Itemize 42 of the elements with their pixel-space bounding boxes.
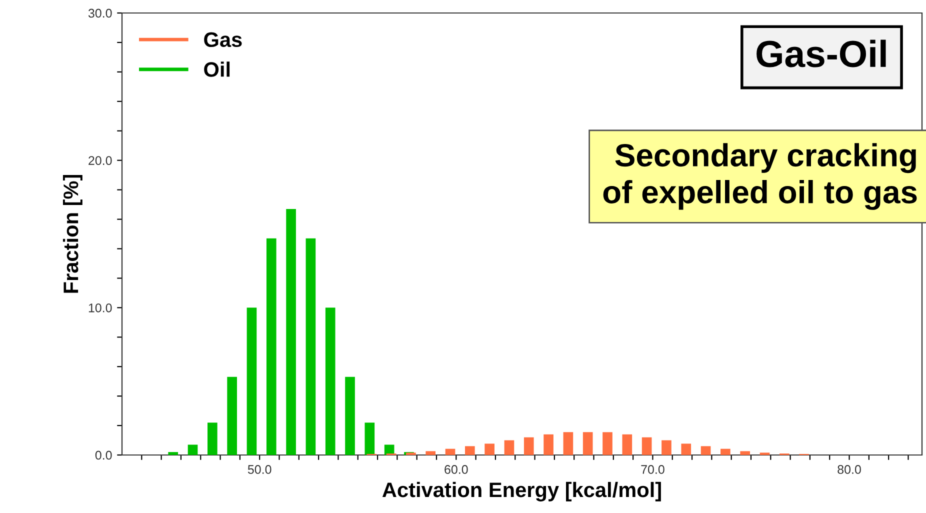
y-tick-label: 0.0 xyxy=(95,450,112,460)
bar xyxy=(700,446,711,455)
y-axis-title: Fraction [%] xyxy=(62,174,82,293)
bar xyxy=(168,452,178,455)
bar xyxy=(602,432,612,455)
bar xyxy=(524,437,534,455)
y-tick-label: 30.0 xyxy=(88,8,112,18)
bar xyxy=(426,451,436,455)
annotation: Secondary cracking of expelled oil to gas xyxy=(603,143,917,210)
annotation: Gas-Oil xyxy=(756,40,886,68)
bar xyxy=(227,376,237,455)
bar xyxy=(563,432,574,455)
bar xyxy=(484,444,494,455)
bar xyxy=(325,308,336,455)
x-tick-label: 60.0 xyxy=(444,465,468,474)
bar xyxy=(306,238,316,455)
legend-label: Oil xyxy=(204,62,230,77)
bar xyxy=(720,448,730,455)
bar xyxy=(582,432,593,455)
x-tick-label: 70.0 xyxy=(641,465,664,474)
bar xyxy=(266,238,276,455)
y-tick-label: 10.0 xyxy=(88,303,112,312)
bar xyxy=(622,434,632,455)
bar xyxy=(445,448,456,455)
x-tick-label: 80.0 xyxy=(838,465,861,474)
bar xyxy=(345,376,355,455)
bar xyxy=(642,437,652,455)
bar xyxy=(662,440,672,455)
bar xyxy=(188,444,198,455)
bar xyxy=(286,208,296,455)
bar xyxy=(208,422,218,455)
y-tick-label: 20.0 xyxy=(88,156,112,165)
bar xyxy=(465,446,475,455)
bar xyxy=(504,440,514,455)
legend-label: Gas xyxy=(204,32,242,48)
bar xyxy=(544,434,554,455)
bar xyxy=(364,422,375,455)
x-axis-title: Activation Energy [kcal/mol] xyxy=(382,482,661,502)
bar xyxy=(681,444,692,455)
x-tick-label: 50.0 xyxy=(248,465,272,474)
bar xyxy=(740,451,750,455)
bar xyxy=(246,308,257,455)
